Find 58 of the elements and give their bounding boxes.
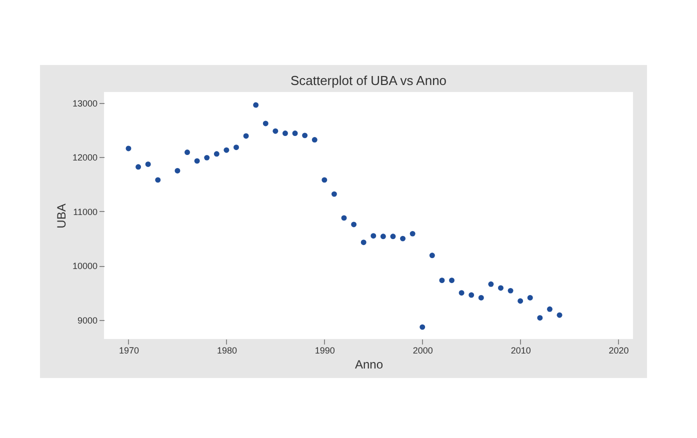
x-tick-label: 2010 [510, 346, 531, 356]
point [498, 285, 504, 291]
y-tick-label: 12000 [72, 152, 98, 163]
point [234, 144, 239, 150]
point [400, 236, 406, 242]
point [331, 191, 337, 197]
point [302, 132, 308, 138]
x-tick-label: 1970 [118, 346, 140, 356]
point [312, 137, 318, 143]
y-tick-label: 11000 [73, 206, 98, 217]
y-tick-label: 13000 [72, 98, 98, 108]
y-axis-title: UBA [54, 204, 68, 228]
x-axis-title: Anno [354, 358, 384, 372]
point [174, 168, 180, 174]
point [243, 133, 249, 139]
point [214, 151, 220, 157]
x-tick-label: 1980 [216, 346, 237, 356]
point [439, 278, 445, 284]
x-tick-label: 2000 [412, 346, 433, 356]
point [184, 150, 190, 155]
point [322, 177, 328, 183]
point [272, 128, 278, 134]
point [537, 315, 543, 321]
point [253, 102, 259, 108]
point [224, 147, 230, 153]
point [468, 292, 474, 298]
point [508, 288, 514, 294]
point [370, 233, 376, 239]
point [429, 252, 435, 258]
point [282, 130, 288, 136]
point [410, 230, 416, 236]
point [204, 154, 210, 160]
point [390, 234, 396, 240]
point [360, 240, 366, 246]
point [292, 130, 298, 136]
point [527, 295, 533, 300]
y-tick-label: 10000 [72, 261, 98, 272]
x-tick-label: 2020 [608, 346, 629, 356]
chart-title: Scatterplot of UBA vs Anno [290, 73, 447, 88]
x-tick-label: 1990 [314, 346, 335, 356]
point [556, 312, 562, 318]
point [546, 306, 552, 312]
point [449, 278, 455, 284]
point [126, 146, 132, 152]
point [478, 295, 484, 300]
point [136, 164, 142, 170]
point [155, 177, 161, 183]
point [262, 120, 268, 126]
point [518, 298, 524, 304]
point [380, 234, 386, 240]
point [145, 161, 151, 167]
point [351, 222, 357, 228]
point [488, 281, 494, 287]
point [194, 158, 200, 164]
point [420, 324, 426, 330]
point [458, 290, 464, 296]
y-tick-label: 9000 [77, 316, 98, 326]
point [341, 215, 347, 221]
